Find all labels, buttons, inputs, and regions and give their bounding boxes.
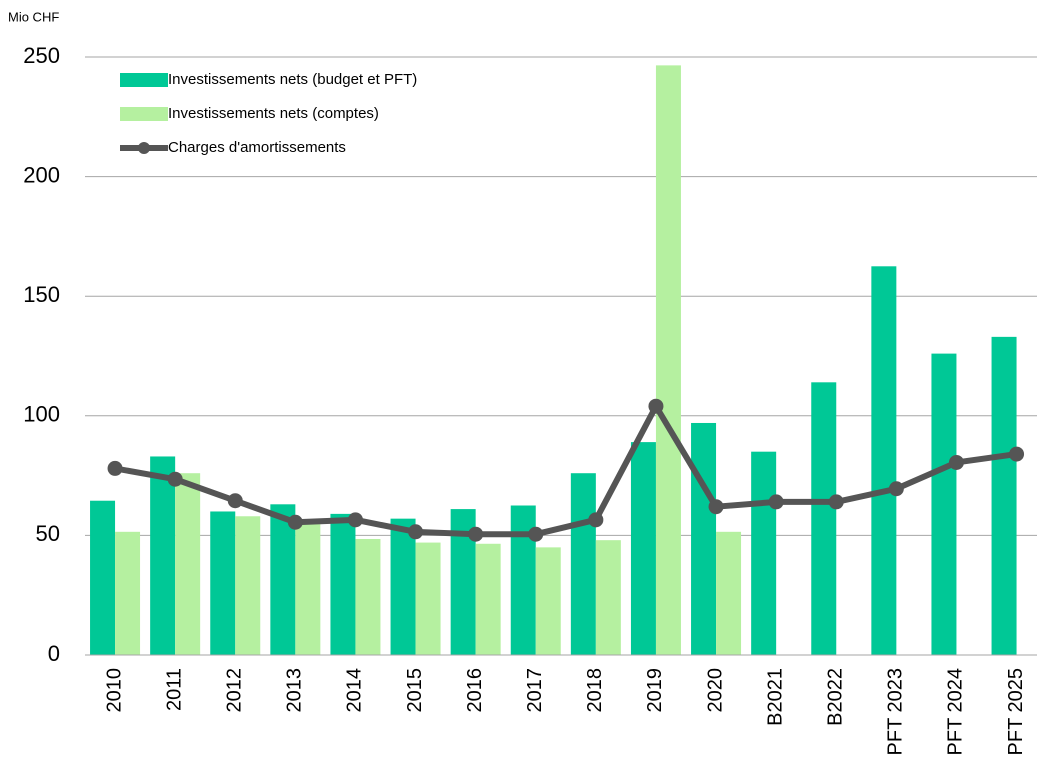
bar xyxy=(175,473,201,655)
bar xyxy=(570,473,596,655)
bar xyxy=(991,336,1017,655)
line xyxy=(114,403,1017,538)
bar xyxy=(535,547,561,655)
line-point xyxy=(347,512,363,528)
bar xyxy=(150,456,176,655)
bar xyxy=(210,511,236,655)
bar xyxy=(295,523,321,655)
legend-label: Investissements nets (comptes) xyxy=(168,105,379,122)
bar xyxy=(355,538,381,655)
line-point xyxy=(408,524,424,540)
x-tick-label: 2013 xyxy=(284,668,306,713)
x-tick-label: 2010 xyxy=(103,668,125,713)
line-point xyxy=(948,454,964,470)
line-point xyxy=(167,471,183,487)
x-tick-label: B2021 xyxy=(764,668,786,726)
x-tick-label: 2014 xyxy=(344,668,366,713)
bar xyxy=(871,266,897,655)
bar xyxy=(235,516,261,655)
y-tick-label: 50 xyxy=(36,521,60,546)
y-axis-label: Mio CHF xyxy=(8,9,59,24)
x-tick-label: PFT 2025 xyxy=(1005,668,1027,755)
bar xyxy=(691,422,717,655)
x-tick-label: 2012 xyxy=(224,668,246,713)
bar xyxy=(931,353,957,655)
bar xyxy=(630,442,656,655)
bar xyxy=(716,531,742,655)
bar xyxy=(475,543,501,655)
line-point xyxy=(287,514,303,530)
bar xyxy=(655,65,681,655)
y-tick-label: 0 xyxy=(48,641,60,666)
x-tick-label: PFT 2023 xyxy=(885,668,907,755)
line-point xyxy=(828,494,844,510)
legend-label: Charges d'amortissements xyxy=(168,139,346,156)
x-tick-label: PFT 2024 xyxy=(945,668,967,755)
line-point xyxy=(708,499,724,515)
line-point xyxy=(227,493,243,509)
y-tick-label: 150 xyxy=(23,282,60,307)
bar xyxy=(811,382,837,655)
x-tick-label: 2016 xyxy=(464,668,486,713)
x-tick-label: 2018 xyxy=(584,668,606,713)
line-point xyxy=(107,460,123,476)
legend-label: Investissements nets (budget et PFT) xyxy=(168,71,417,88)
bar xyxy=(415,542,441,655)
line-point xyxy=(888,481,904,497)
line-point xyxy=(588,512,604,528)
bar xyxy=(330,513,356,655)
line-point xyxy=(528,526,544,542)
y-tick-label: 250 xyxy=(23,43,60,68)
bar xyxy=(115,531,141,655)
x-tick-label: 2019 xyxy=(644,668,666,713)
legend-swatch xyxy=(120,73,168,87)
bar xyxy=(90,500,116,655)
legend-swatch xyxy=(138,142,150,154)
legend-swatch xyxy=(120,107,168,121)
line-point xyxy=(1009,446,1025,462)
x-tick-label: B2022 xyxy=(825,668,847,726)
line-point xyxy=(468,526,484,542)
x-tick-label: 2015 xyxy=(404,668,426,713)
x-tick-label: 2020 xyxy=(704,668,726,713)
line-point xyxy=(648,398,664,414)
x-tick-label: 2017 xyxy=(524,668,546,713)
x-tick-label: 2011 xyxy=(163,668,185,711)
bar xyxy=(390,518,416,655)
bar xyxy=(595,540,621,655)
bar xyxy=(270,504,296,655)
bar xyxy=(751,451,777,655)
y-tick-label: 200 xyxy=(23,162,60,187)
y-tick-label: 100 xyxy=(23,402,60,427)
line-point xyxy=(768,494,784,510)
